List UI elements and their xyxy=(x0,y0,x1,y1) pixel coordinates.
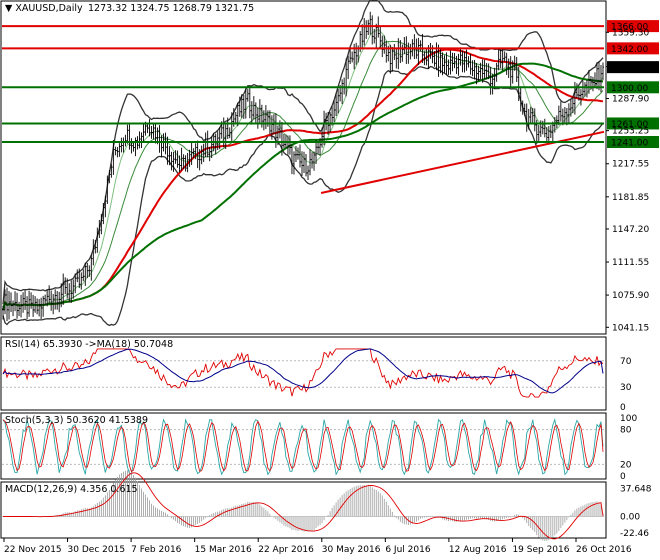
date-tick-label: 12 Aug 2016 xyxy=(449,545,507,555)
level-label-box xyxy=(607,42,659,55)
macd-tick-label: 37.648 xyxy=(620,485,652,495)
level-label-box xyxy=(607,117,659,130)
stoch-label: Stoch(5,3,3) 50.3620 41.5389 xyxy=(5,415,148,426)
date-tick-label: 22 Apr 2016 xyxy=(258,545,314,555)
date-tick-label: 15 Mar 2016 xyxy=(195,545,252,555)
current-price-box xyxy=(607,61,659,74)
price-tick-label: 1359.30 xyxy=(612,28,649,38)
ma-green-line xyxy=(2,62,604,311)
macd-signal-line xyxy=(3,472,604,540)
date-tick-label: 7 Feb 2016 xyxy=(131,545,182,555)
level-label: 1342.00 xyxy=(611,45,648,55)
rsi-label: RSI(14) 65.3930 ->MA(18) 50.7048 xyxy=(5,339,173,350)
date-tick-label: 6 Jul 2016 xyxy=(385,545,430,555)
macd-panel xyxy=(0,481,607,539)
rsi-tick-label: 30 xyxy=(620,383,632,393)
stoch-tick-label: 0 xyxy=(620,472,626,482)
stoch-tick-label: 20 xyxy=(620,460,632,470)
price-tick-label: 1147.20 xyxy=(612,225,649,235)
header-arrow-icon: ▼ xyxy=(5,3,15,14)
macd-label: MACD(12,26,9) 4.356 0.615 xyxy=(5,484,138,495)
price-tick-label: 1041.15 xyxy=(612,323,649,333)
axis-labels: 1359.30 1322.40 1287.90 1253.25 1217.55 1181.… xyxy=(3,28,652,555)
level-label-box xyxy=(607,136,659,149)
price-tick-label: 1075.90 xyxy=(612,291,649,301)
level-label: 1261.00 xyxy=(611,120,648,130)
stochastic-panel xyxy=(0,412,607,480)
date-tick-label: 22 Nov 2015 xyxy=(4,545,62,555)
current-price-label: 1321.75 xyxy=(611,64,648,74)
date-tick-label: 30 Dec 2015 xyxy=(68,545,126,555)
stoch-tick-label: 100 xyxy=(620,414,637,424)
rsi-tick-label: 0 xyxy=(620,403,626,413)
price-tick-label: 1253.25 xyxy=(612,127,649,137)
date-tick-label: 26 Oct 2016 xyxy=(576,545,632,555)
price-tick-label: 1217.55 xyxy=(612,160,649,170)
level-label-box xyxy=(607,81,659,94)
level-lines: 1366.00 1342.00 1300.00 1261.00 1241.00 1321.… xyxy=(2,20,659,149)
stoch-k-line xyxy=(2,417,604,476)
rsi-ma-line xyxy=(2,348,604,394)
price-tick-label: 1181.85 xyxy=(612,193,649,203)
macd-tick-label: -22.46 xyxy=(620,529,649,539)
stoch-tick-label: 80 xyxy=(620,426,632,436)
date-tick-label: 19 Sep 2016 xyxy=(512,545,569,555)
ohlc-header: 1273.32 1324.75 1268.79 1321.75 xyxy=(88,3,254,14)
level-label: 1300.00 xyxy=(611,84,648,94)
level-label-box xyxy=(607,20,659,33)
price-tick-label: 1111.55 xyxy=(612,258,649,268)
price-tick-label: 1322.40 xyxy=(612,63,649,73)
level-label: 1366.00 xyxy=(611,23,648,33)
price-panel xyxy=(0,0,607,335)
stoch-d-line xyxy=(2,419,604,473)
symbol-header: ▼ XAUUSD,Daily xyxy=(5,3,83,14)
price-tick-label: 1287.90 xyxy=(612,95,649,105)
plot-layer xyxy=(2,0,605,541)
level-label: 1241.00 xyxy=(611,139,648,149)
rsi-tick-label: 70 xyxy=(620,357,632,367)
date-tick-label: 30 May 2016 xyxy=(322,545,381,555)
macd-tick-label: 0.00 xyxy=(620,513,640,523)
